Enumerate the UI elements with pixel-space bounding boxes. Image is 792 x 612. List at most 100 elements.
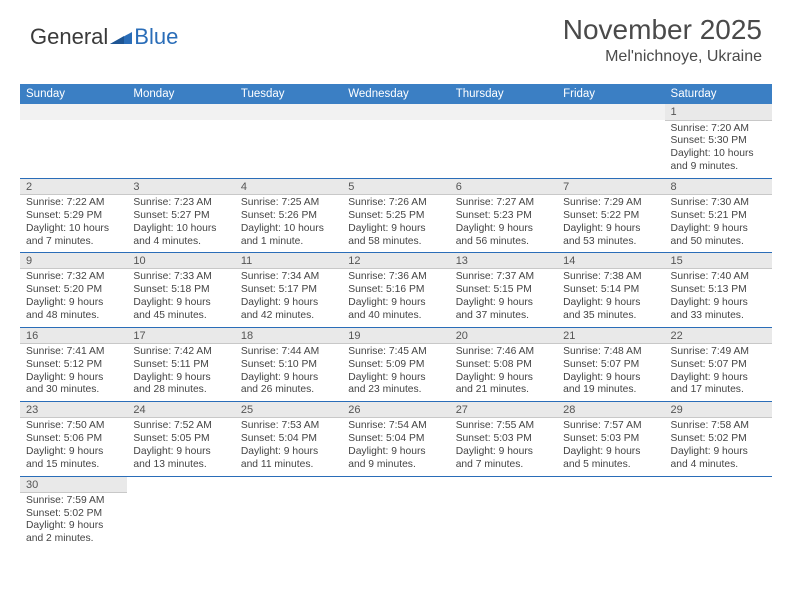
day-daylight1: Daylight: 9 hours [456,297,551,310]
day-sunset: Sunset: 5:25 PM [348,210,443,223]
weekday-header: Saturday [665,84,772,104]
day-number-cell: 29 [665,402,772,418]
day-sunrise: Sunrise: 7:46 AM [456,346,551,359]
day-number-cell: 4 [235,178,342,194]
day-number-row: 23242526272829 [20,402,772,418]
day-content-cell: Sunrise: 7:44 AMSunset: 5:10 PMDaylight:… [235,343,342,401]
day-number-cell: 17 [127,327,234,343]
day-sunset: Sunset: 5:18 PM [133,284,228,297]
day-sunrise: Sunrise: 7:55 AM [456,420,551,433]
day-content-cell: Sunrise: 7:23 AMSunset: 5:27 PMDaylight:… [127,194,234,252]
day-sunset: Sunset: 5:14 PM [563,284,658,297]
day-content-cell [450,492,557,550]
day-number-cell: 20 [450,327,557,343]
day-daylight2: and 45 minutes. [133,310,228,323]
day-sunset: Sunset: 5:02 PM [26,508,121,521]
day-number-cell [450,104,557,120]
day-sunset: Sunset: 5:04 PM [241,433,336,446]
day-content-cell: Sunrise: 7:49 AMSunset: 5:07 PMDaylight:… [665,343,772,401]
day-number-cell [235,476,342,492]
day-content-cell [127,120,234,178]
day-sunset: Sunset: 5:26 PM [241,210,336,223]
day-daylight2: and 19 minutes. [563,384,658,397]
day-daylight2: and 7 minutes. [456,459,551,472]
day-daylight2: and 9 minutes. [671,161,766,174]
day-content-cell: Sunrise: 7:48 AMSunset: 5:07 PMDaylight:… [557,343,664,401]
day-content-row: Sunrise: 7:22 AMSunset: 5:29 PM Daylight:… [20,194,772,252]
weekday-header: Thursday [450,84,557,104]
day-sunrise: Sunrise: 7:30 AM [671,197,766,210]
day-sunrise: Sunrise: 7:25 AM [241,197,336,210]
day-number-cell: 2 [20,178,127,194]
day-daylight2: and 58 minutes. [348,236,443,249]
day-sunrise: Sunrise: 7:29 AM [563,197,658,210]
day-daylight1: Daylight: 9 hours [241,372,336,385]
calendar-table: SundayMondayTuesdayWednesdayThursdayFrid… [20,84,772,550]
day-number-cell: 21 [557,327,664,343]
day-sunrise: Sunrise: 7:49 AM [671,346,766,359]
day-sunset: Sunset: 5:08 PM [456,359,551,372]
day-content-cell: Sunrise: 7:59 AMSunset: 5:02 PMDaylight:… [20,492,127,550]
day-sunrise: Sunrise: 7:33 AM [133,271,228,284]
day-sunrise: Sunrise: 7:22 AM [26,197,121,210]
day-daylight2: and 50 minutes. [671,236,766,249]
day-sunset: Sunset: 5:12 PM [26,359,121,372]
day-sunset: Sunset: 5:16 PM [348,284,443,297]
day-number-cell: 24 [127,402,234,418]
day-sunset: Sunset: 5:22 PM [563,210,658,223]
day-daylight2: and 2 minutes. [26,533,121,546]
day-content-cell: Sunrise: 7:27 AMSunset: 5:23 PMDaylight:… [450,194,557,252]
day-number-row: 16171819202122 [20,327,772,343]
day-content-row: Sunrise: 7:41 AMSunset: 5:12 PMDaylight:… [20,343,772,401]
day-sunset: Sunset: 5:23 PM [456,210,551,223]
day-sunrise: Sunrise: 7:27 AM [456,197,551,210]
day-sunset: Sunset: 5:04 PM [348,433,443,446]
logo-text-blue: Blue [134,24,178,50]
day-daylight2: and 4 minutes. [671,459,766,472]
day-daylight2: and 15 minutes. [26,459,121,472]
day-content-cell: Sunrise: 7:58 AMSunset: 5:02 PMDaylight:… [665,418,772,476]
day-sunrise: Sunrise: 7:26 AM [348,197,443,210]
day-sunrise: Sunrise: 7:38 AM [563,271,658,284]
day-number-cell [557,104,664,120]
day-sunset: Sunset: 5:09 PM [348,359,443,372]
day-daylight1: Daylight: 9 hours [26,297,121,310]
day-number-cell: 8 [665,178,772,194]
day-number-cell [235,104,342,120]
day-daylight1: Daylight: 9 hours [26,372,121,385]
day-number-cell: 28 [557,402,664,418]
day-daylight1: Daylight: 9 hours [563,223,658,236]
day-sunset: Sunset: 5:05 PM [133,433,228,446]
day-daylight2: and 11 minutes. [241,459,336,472]
day-content-cell: Sunrise: 7:37 AMSunset: 5:15 PMDaylight:… [450,269,557,327]
day-sunrise: Sunrise: 7:50 AM [26,420,121,433]
day-content-row: Sunrise: 7:20 AMSunset: 5:30 PMDaylight:… [20,120,772,178]
day-daylight2: and 17 minutes. [671,384,766,397]
day-content-cell [235,120,342,178]
day-sunset: Sunset: 5:29 PM [26,210,121,223]
day-daylight1: Daylight: 9 hours [563,372,658,385]
day-number-cell [20,104,127,120]
weekday-header-row: SundayMondayTuesdayWednesdayThursdayFrid… [20,84,772,104]
day-sunset: Sunset: 5:03 PM [563,433,658,446]
day-sunrise: Sunrise: 7:41 AM [26,346,121,359]
day-sunset: Sunset: 5:20 PM [26,284,121,297]
day-daylight1: Daylight: 9 hours [348,223,443,236]
day-daylight1: Daylight: 9 hours [456,372,551,385]
day-content-cell [557,492,664,550]
day-sunrise: Sunrise: 7:58 AM [671,420,766,433]
day-daylight2: and 23 minutes. [348,384,443,397]
day-sunrise: Sunrise: 7:32 AM [26,271,121,284]
day-sunrise: Sunrise: 7:44 AM [241,346,336,359]
day-daylight2: and 13 minutes. [133,459,228,472]
day-sunrise: Sunrise: 7:48 AM [563,346,658,359]
day-content-cell: Sunrise: 7:53 AMSunset: 5:04 PMDaylight:… [235,418,342,476]
day-content-cell: Sunrise: 7:45 AMSunset: 5:09 PMDaylight:… [342,343,449,401]
day-content-row: Sunrise: 7:50 AMSunset: 5:06 PMDaylight:… [20,418,772,476]
day-content-cell [127,492,234,550]
day-daylight1: Daylight: 9 hours [348,372,443,385]
day-number-cell [342,476,449,492]
logo-text-dark: General [30,24,108,50]
header-right: November 2025 Mel'nichnoye, Ukraine [563,14,762,66]
day-daylight2: and 1 minute. [241,236,336,249]
